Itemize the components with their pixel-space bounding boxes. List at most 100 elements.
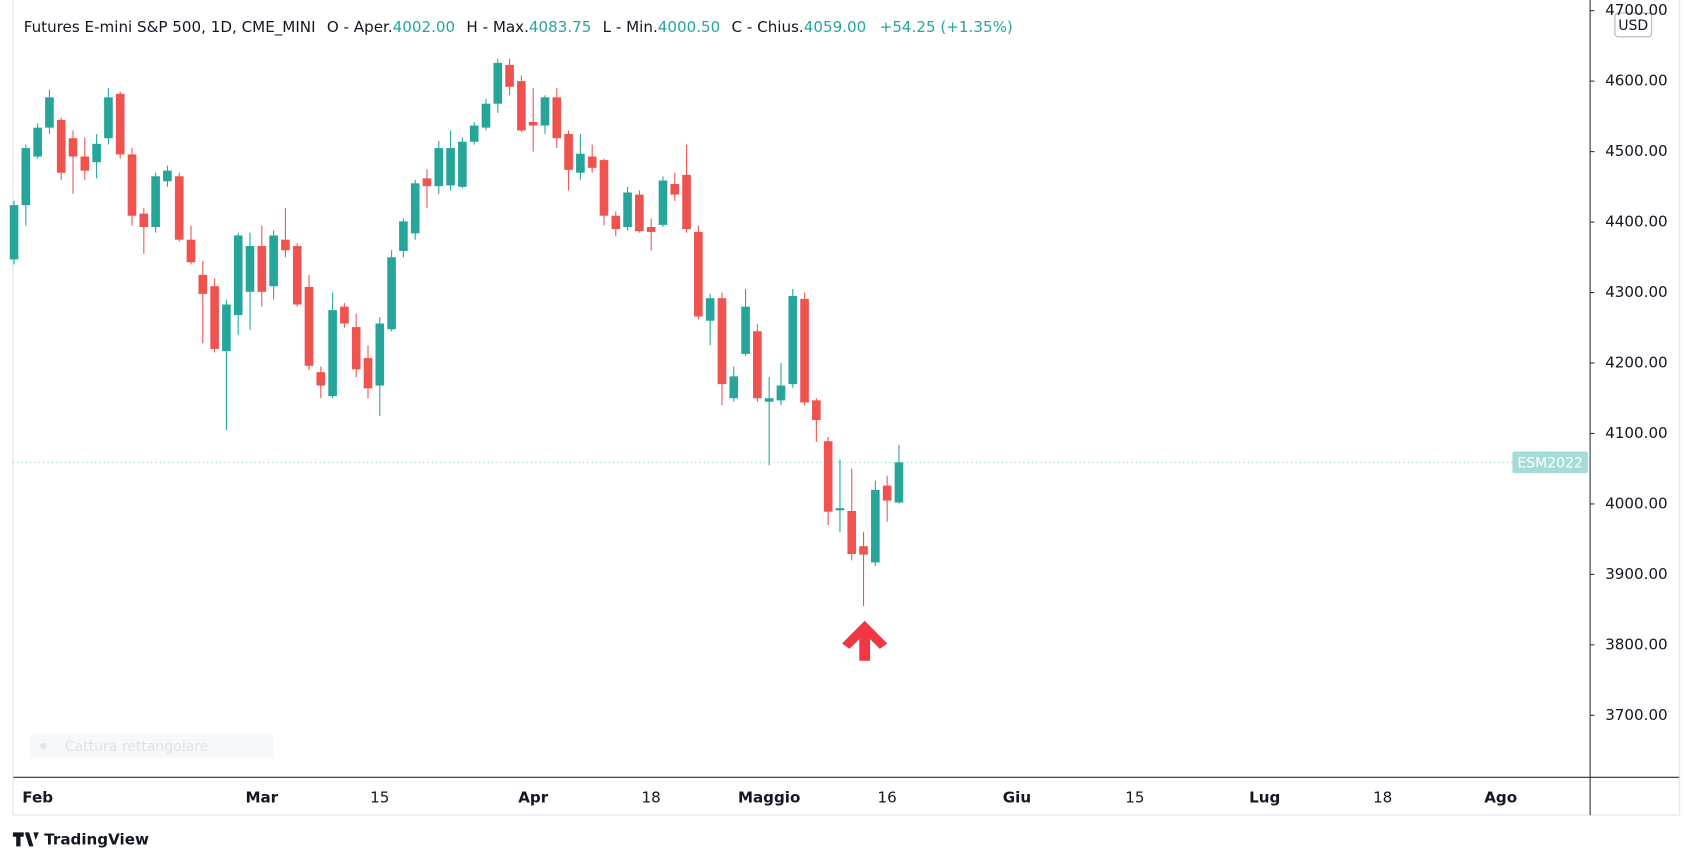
- candle-body: [233, 235, 243, 316]
- candle-body: [151, 176, 160, 228]
- arrow-annotation: [842, 620, 888, 661]
- y-tick-label: 3800.00: [1605, 635, 1667, 653]
- candle-body: [245, 246, 255, 292]
- candle-body: [434, 148, 444, 187]
- candle-body: [68, 138, 78, 157]
- candle-body: [292, 246, 302, 305]
- candle-body: [788, 296, 798, 385]
- candle-body: [210, 286, 219, 349]
- candle-body: [387, 257, 396, 330]
- candle-body: [564, 133, 573, 170]
- candle-body: [21, 148, 31, 206]
- candle-body: [517, 81, 526, 131]
- candle-body: [257, 246, 267, 292]
- candle-body: [422, 178, 432, 187]
- candle-body: [776, 385, 786, 401]
- candle-body: [894, 462, 904, 503]
- legend-close-label: C - Chius.: [732, 18, 804, 36]
- marks: [9, 58, 1591, 607]
- candle-body: [375, 323, 385, 386]
- candle-body: [104, 97, 113, 139]
- candle-body: [481, 103, 491, 128]
- candle-body: [611, 215, 621, 230]
- ohlc-legend: Futures E-mini S&P 500, 1D, CME_MINI O -…: [24, 18, 1013, 37]
- legend-open-label: O - Aper.: [327, 18, 393, 36]
- candle-body: [186, 239, 196, 263]
- candle-body: [410, 183, 420, 234]
- candle-body: [729, 376, 739, 399]
- candle-body: [363, 358, 373, 389]
- candle-body: [623, 192, 632, 228]
- brand-logo: [12, 832, 39, 847]
- watermark: Cattura rettangolare: [65, 739, 209, 755]
- candle-body: [835, 508, 845, 511]
- candle-body: [469, 125, 479, 142]
- brand: TradingView: [44, 830, 149, 848]
- candle-body: [351, 327, 361, 370]
- x-tick-label: Mar: [245, 788, 278, 806]
- candle-body: [753, 331, 762, 399]
- candle-body: [764, 398, 774, 402]
- candle-body: [198, 274, 208, 294]
- candle-body: [139, 213, 149, 228]
- candle-body: [222, 304, 231, 352]
- y-tick-label: 4300.00: [1605, 283, 1667, 301]
- x-tick-label: Feb: [22, 788, 53, 806]
- x-tick-label: Lug: [1249, 788, 1280, 806]
- candle-body: [741, 306, 750, 354]
- candle-body: [505, 64, 514, 87]
- candle-body: [458, 141, 467, 187]
- candle-body: [705, 298, 715, 321]
- y-tick-label: 4000.00: [1605, 494, 1667, 512]
- candle-body: [635, 194, 644, 232]
- candle-body: [80, 156, 90, 171]
- candle-body: [646, 227, 656, 232]
- watermark-icon: [39, 742, 47, 750]
- candle-body: [446, 148, 455, 186]
- watermark-box: [30, 735, 274, 758]
- legend-title: Futures E-mini S&P 500, 1D, CME_MINI: [24, 18, 316, 37]
- candle-body: [800, 298, 809, 403]
- y-tick-label: 4500.00: [1605, 142, 1667, 160]
- y-tick-label: 3900.00: [1605, 565, 1667, 583]
- candle-body: [658, 180, 668, 225]
- candle-body: [847, 510, 857, 554]
- candle-body: [823, 441, 833, 512]
- candle-body: [269, 235, 278, 287]
- candle-body: [115, 93, 125, 155]
- y-tick-label: 4200.00: [1605, 353, 1667, 371]
- candle-body: [493, 62, 503, 104]
- legend-open: 4002.00: [393, 18, 455, 36]
- x-tick-label: 18: [1373, 788, 1392, 806]
- y-tick-label: 4600.00: [1605, 72, 1667, 90]
- candle-body: [540, 97, 550, 126]
- candle-body: [528, 122, 538, 126]
- legend-high-label: H - Max.: [466, 18, 528, 36]
- candle-body: [670, 184, 680, 195]
- candle-body: [587, 156, 597, 168]
- candle-body: [304, 286, 314, 366]
- candle-body: [127, 154, 137, 216]
- x-tick-label: 15: [370, 788, 389, 806]
- candle-body: [682, 174, 691, 230]
- candle-body: [871, 489, 880, 563]
- legend-low-label: L - Min.: [603, 18, 658, 36]
- y-tick-label: 4700.00: [1605, 1, 1667, 19]
- candle-body: [552, 97, 562, 139]
- candle-body: [399, 221, 408, 251]
- candle-body: [599, 160, 609, 216]
- legend-change: +54.25 (+1.35%): [880, 18, 1013, 36]
- candle-body: [163, 170, 172, 182]
- candle-body: [45, 97, 54, 128]
- candle-body: [812, 400, 821, 421]
- x-tick-label: Maggio: [738, 788, 800, 806]
- candle-body: [9, 205, 19, 260]
- x-tick-label: 16: [878, 788, 897, 806]
- candle-body: [717, 298, 727, 385]
- y-tick-label: 3700.00: [1605, 706, 1667, 724]
- candle-body: [92, 143, 101, 163]
- legend-low: 4000.50: [658, 18, 720, 36]
- candle-body: [882, 485, 892, 501]
